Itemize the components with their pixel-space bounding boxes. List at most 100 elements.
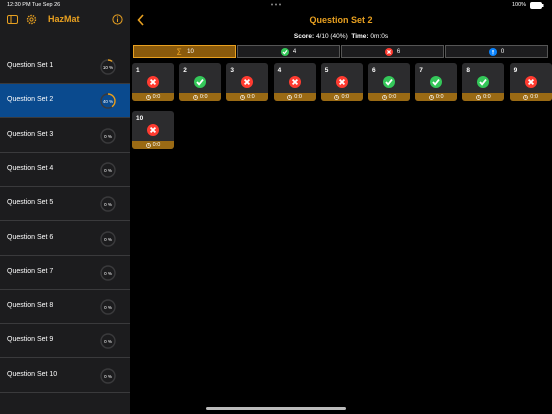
question-card[interactable]: 9 0:0 — [509, 63, 552, 101]
question-card[interactable]: 2 0:0 — [179, 63, 222, 101]
question-time: 0:0 — [341, 94, 350, 100]
tab-icon — [384, 47, 393, 56]
question-number: 6 — [372, 67, 376, 74]
time-bar: 0:0 — [226, 93, 269, 101]
set-row[interactable]: Question Set 7 0 % — [0, 256, 130, 290]
question-card[interactable]: 10 0:0 — [132, 111, 174, 149]
timer-icon — [145, 94, 151, 100]
question-time: 0:0 — [152, 142, 161, 148]
result-icon — [288, 75, 301, 93]
progress-ring: 0 % — [100, 265, 116, 281]
battery-icon — [530, 2, 544, 9]
settings-button[interactable] — [26, 14, 37, 25]
result-icon — [383, 75, 395, 93]
tab-icon — [280, 47, 289, 56]
progress-label: 10 % — [103, 65, 113, 70]
question-time: 0:0 — [152, 94, 161, 100]
result-icon — [430, 75, 443, 93]
set-row[interactable]: Question Set 6 0 % — [0, 222, 130, 256]
filter-tab[interactable]: 6 — [341, 45, 444, 58]
wrong-icon — [335, 76, 348, 88]
time-bar: 0:0 — [273, 93, 316, 101]
set-label: Question Set 5 — [7, 199, 54, 207]
wrong-icon — [524, 76, 537, 88]
progress-label: 0 % — [104, 168, 112, 173]
progress-label: 0 % — [104, 339, 112, 344]
question-card[interactable]: 8 0:0 — [462, 63, 505, 101]
progress-ring: 40 % — [100, 93, 116, 109]
timer-icon — [240, 94, 245, 100]
progress-ring: 0 % — [100, 127, 116, 144]
result-icon — [524, 75, 537, 93]
timer-icon — [334, 94, 340, 100]
question-time: 0:0 — [530, 94, 538, 100]
question-time: 0:0 — [247, 94, 255, 100]
info-button[interactable] — [112, 14, 123, 25]
result-icon — [194, 75, 207, 93]
result-icon — [147, 75, 159, 93]
question-card[interactable]: 5 0:0 — [320, 63, 363, 101]
question-number: 7 — [419, 67, 423, 74]
home-indicator — [206, 407, 346, 410]
time-bar: 0:0 — [132, 93, 174, 101]
filter-tab[interactable]: 4 — [237, 45, 340, 58]
progress-ring: 0 % — [100, 299, 116, 315]
correct-icon — [430, 76, 443, 88]
progress-label: 0 % — [104, 305, 112, 310]
time-value: 0m:0s — [370, 33, 389, 40]
result-icon — [335, 75, 348, 93]
tab-icon — [488, 47, 497, 56]
sidebar: 12:30 PM Tue Sep 26 HazMat Question Set … — [0, 0, 130, 414]
question-number: 4 — [277, 67, 282, 74]
question-card[interactable]: 7 0:0 — [415, 63, 458, 101]
set-label: Question Set 1 — [7, 62, 54, 69]
set-row[interactable]: Question Set 8 0 % — [0, 290, 130, 325]
sidebar-toggle[interactable] — [7, 15, 18, 24]
set-label: Question Set 3 — [7, 130, 54, 138]
status-date: Tue Sep 26 — [32, 2, 61, 8]
time-bar: 0:0 — [415, 93, 458, 101]
set-row[interactable]: Question Set 9 0 % — [0, 324, 130, 359]
tab-icon: Σ — [176, 48, 182, 56]
correct-icon — [383, 76, 395, 88]
timer-icon — [429, 94, 434, 100]
question-card[interactable]: 3 0:0 — [226, 63, 269, 101]
progress-ring: 0 % — [100, 333, 116, 350]
tab-count: 10 — [187, 48, 194, 55]
time-bar: 0:0 — [179, 93, 222, 101]
back-button[interactable] — [137, 14, 145, 26]
multitask-dots — [271, 3, 281, 6]
set-row[interactable]: Question Set 2 40 % — [0, 84, 130, 119]
svg-text:Σ: Σ — [176, 48, 182, 56]
progress-arc — [100, 93, 116, 109]
progress-label: 0 % — [104, 236, 112, 241]
question-number: 3 — [230, 67, 235, 74]
question-card[interactable]: 4 0:0 — [273, 63, 316, 101]
filter-tab[interactable]: 0 — [445, 45, 548, 58]
set-row[interactable]: Question Set 1 10 % — [0, 50, 130, 84]
result-icon — [147, 123, 159, 141]
result-icon — [477, 75, 490, 93]
set-row[interactable]: Question Set 3 0 % — [0, 119, 130, 153]
page-title: Question Set 2 — [309, 15, 373, 25]
question-card[interactable]: 1 0:0 — [132, 63, 174, 101]
wrong-icon — [147, 76, 159, 88]
question-time: 0:0 — [294, 94, 302, 100]
set-row[interactable]: Question Set 5 0 % — [0, 187, 130, 222]
filter-tab[interactable]: Σ 10 — [133, 45, 236, 58]
set-row[interactable]: Question Set 4 0 % — [0, 153, 130, 187]
progress-label: 0 % — [104, 373, 112, 378]
question-number: 5 — [324, 67, 329, 74]
set-row[interactable]: Question Set 10 0 % — [0, 359, 130, 393]
question-time: 0:0 — [435, 94, 444, 100]
progress-label: 0 % — [104, 202, 112, 207]
timer-icon — [145, 142, 151, 148]
question-number: 2 — [183, 67, 187, 74]
set-label: Question Set 9 — [7, 336, 54, 344]
progress-ring: 0 % — [100, 367, 116, 384]
tab-count: 0 — [500, 48, 505, 55]
progress-label: 0 % — [104, 133, 112, 138]
question-card[interactable]: 6 0:0 — [368, 63, 410, 101]
tab-count: 4 — [292, 48, 297, 55]
